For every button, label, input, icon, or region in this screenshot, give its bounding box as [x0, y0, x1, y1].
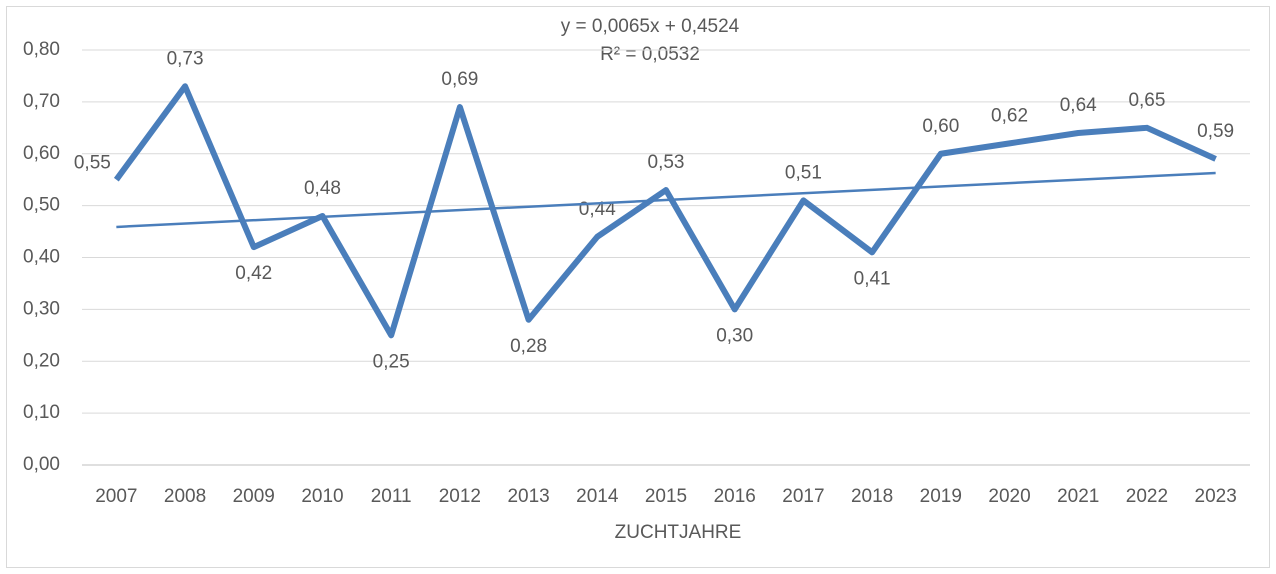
- data-label: 0,51: [785, 162, 822, 183]
- data-label: 0,69: [441, 69, 478, 90]
- data-label: 0,62: [991, 105, 1028, 126]
- data-label: 0,28: [510, 336, 547, 357]
- data-label: 0,25: [373, 351, 410, 372]
- data-label: 0,59: [1197, 121, 1234, 142]
- y-tick-label: 0,70: [23, 91, 60, 112]
- data-label: 0,73: [167, 48, 204, 69]
- x-tick-label: 2021: [1057, 486, 1099, 507]
- data-label: 0,65: [1128, 90, 1165, 111]
- trend-r2: R² = 0,0532: [600, 44, 700, 65]
- y-tick-label: 0,60: [23, 143, 60, 164]
- y-tick-label: 0,20: [23, 350, 60, 371]
- x-tick-label: 2019: [920, 486, 962, 507]
- data-label: 0,60: [922, 116, 959, 137]
- data-label: 0,53: [648, 152, 685, 173]
- x-tick-label: 2009: [233, 486, 275, 507]
- chart-border: [6, 6, 1270, 568]
- x-tick-label: 2023: [1195, 486, 1237, 507]
- data-label: 0,48: [304, 178, 341, 199]
- y-tick-label: 0,10: [23, 402, 60, 423]
- x-tick-label: 2022: [1126, 486, 1168, 507]
- data-label: 0,30: [716, 325, 753, 346]
- y-tick-label: 0,50: [23, 195, 60, 216]
- data-label: 0,55: [74, 153, 111, 174]
- data-label: 0,42: [235, 263, 272, 284]
- x-tick-label: 2007: [95, 486, 137, 507]
- x-tick-label: 2014: [576, 486, 619, 507]
- x-tick-label: 2018: [851, 486, 893, 507]
- x-tick-label: 2017: [782, 486, 824, 507]
- trend-equation: y = 0,0065x + 0,4524: [561, 16, 740, 37]
- x-axis-label: ZUCHTJAHRE: [615, 522, 742, 543]
- x-tick-label: 2016: [714, 486, 756, 507]
- y-tick-label: 0,80: [23, 39, 60, 60]
- x-tick-label: 2012: [439, 486, 481, 507]
- data-line: [113, 83, 1217, 339]
- data-label: 0,41: [854, 268, 891, 289]
- x-tick-label: 2010: [301, 486, 343, 507]
- x-tick-label: 2008: [164, 486, 206, 507]
- trend-line: [116, 171, 1216, 229]
- y-tick-label: 0,40: [23, 247, 60, 268]
- x-tick-label: 2020: [988, 486, 1030, 507]
- x-tick-label: 2013: [507, 486, 549, 507]
- y-tick-label: 0,30: [23, 298, 60, 319]
- x-tick-label: 2011: [371, 486, 412, 507]
- y-tick-label: 0,00: [23, 454, 60, 475]
- data-label: 0,64: [1060, 95, 1097, 116]
- x-tick-label: 2015: [645, 486, 687, 507]
